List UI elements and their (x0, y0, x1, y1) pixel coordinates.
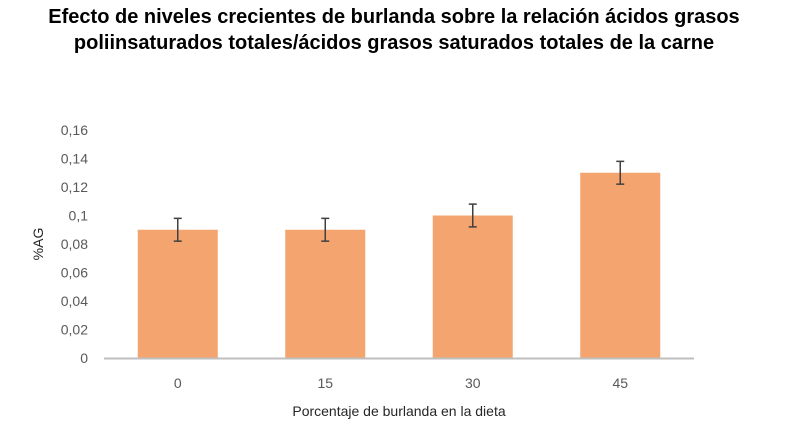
y-tick-label: 0,08 (61, 236, 88, 252)
chart-title: Efecto de niveles crecientes de burlanda… (0, 4, 788, 56)
error-bar (173, 217, 182, 242)
y-axis-title: %AG (30, 228, 46, 261)
y-axis-ticks: 0 0,02 0,04 0,06 0,08 0,1 0,12 0,14 0,16 (61, 122, 88, 366)
y-tick-label: 0,12 (61, 179, 88, 195)
x-tick-label: 0 (174, 375, 182, 391)
y-tick-label: 0,16 (61, 122, 88, 138)
x-tick-label: 15 (317, 375, 333, 391)
y-tick-label: 0 (80, 350, 88, 366)
y-tick-label: 0,06 (61, 265, 88, 281)
y-tick-label: 0,14 (61, 151, 88, 167)
error-bars (173, 160, 625, 242)
error-bar (468, 203, 477, 228)
error-bar (616, 160, 625, 185)
chart-title-line-2: poliinsaturados totales/ácidos grasos sa… (73, 32, 715, 54)
x-axis-ticks: 0 15 30 45 (174, 375, 628, 391)
bar (432, 215, 513, 358)
bar (580, 172, 661, 358)
bars (137, 172, 661, 358)
x-tick-label: 30 (465, 375, 481, 391)
y-tick-label: 0,04 (61, 293, 88, 309)
chart-title-line-1: Efecto de niveles crecientes de burlanda… (48, 6, 740, 28)
y-tick-label: 0,02 (61, 322, 88, 338)
bar (137, 229, 218, 358)
x-axis-title: Porcentaje de burlanda en la dieta (292, 403, 505, 419)
bar (285, 229, 366, 358)
error-bar (321, 217, 330, 242)
y-tick-label: 0,1 (69, 208, 89, 224)
x-tick-label: 45 (612, 375, 628, 391)
